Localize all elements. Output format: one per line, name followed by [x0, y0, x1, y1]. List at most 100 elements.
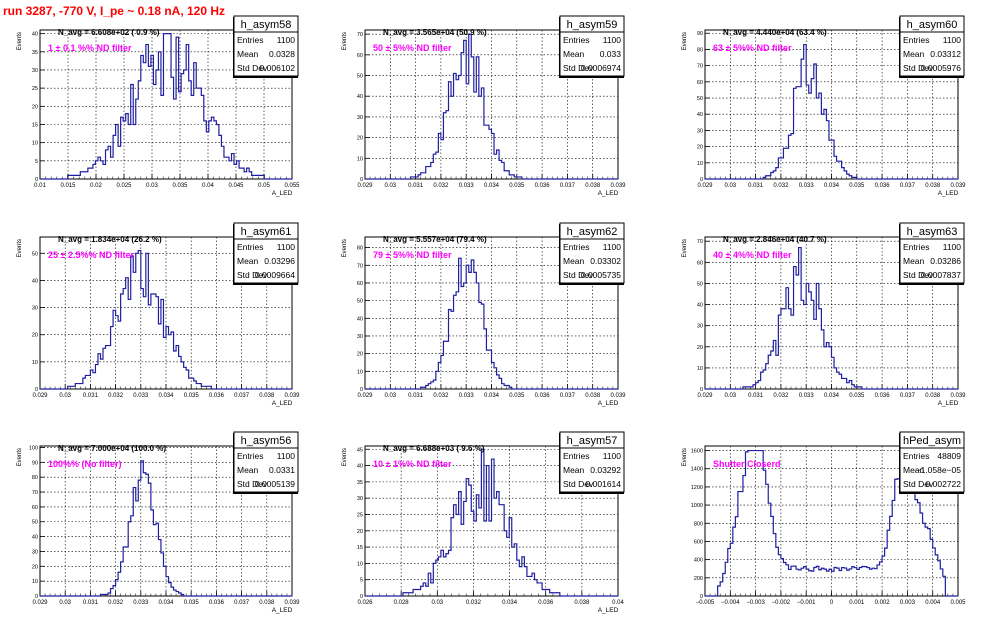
panel-h_asym61: 0.029 0.03 0.031 0.032 0.033 0.034 0.035 0.036 0… — [17, 222, 300, 407]
x-tick-label: 0.036 — [535, 393, 551, 399]
stat-key: Mean — [237, 49, 259, 59]
stat-value: 0.006102 — [260, 63, 296, 73]
stat-key: Entries — [237, 35, 263, 45]
histogram-name: h_asym61 — [241, 226, 292, 238]
x-tick-label: 0.031 — [408, 393, 424, 399]
x-axis-label: A_LED — [598, 607, 619, 614]
y-tick-label: 50 — [32, 251, 38, 257]
x-tick-label: 0.004 — [925, 600, 941, 606]
y-tick-label: 0 — [360, 594, 363, 600]
x-tick-label: 0.005 — [950, 600, 966, 606]
x-tick-label: 0.037 — [900, 183, 916, 189]
y-tick-label: 50 — [357, 299, 363, 305]
y-tick-label: 100 — [29, 445, 38, 451]
x-tick-label: 0.029 — [32, 600, 48, 606]
x-tick-label: 0.03 — [59, 600, 71, 606]
y-tick-label: 400 — [694, 558, 703, 564]
y-tick-label: 20 — [697, 345, 703, 351]
x-tick-label: 0.039 — [284, 393, 300, 399]
stat-value: 0.0328 — [269, 49, 295, 59]
histogram-series — [40, 460, 292, 597]
x-tick-label: 0.03 — [431, 600, 443, 606]
x-tick-label: 0.036 — [535, 183, 551, 189]
histogram-name: h_asym59 — [567, 19, 618, 31]
panel-h_asym62: 0.029 0.03 0.031 0.032 0.033 0.034 0.035 0.036 0… — [342, 222, 626, 407]
x-tick-label: 0.026 — [357, 600, 373, 606]
histogram-series — [365, 33, 618, 180]
x-tick-label: 0.02 — [90, 183, 102, 189]
y-tick-label: 30 — [32, 306, 38, 312]
x-tick-label: 0.032 — [773, 393, 789, 399]
x-tick-label: 0.036 — [875, 393, 891, 399]
y-tick-label: 10 — [357, 561, 363, 567]
y-tick-label: 10 — [32, 360, 38, 366]
stat-value: 0.03302 — [590, 256, 621, 266]
plot-frame — [39, 29, 293, 180]
y-tick-label: 30 — [697, 128, 703, 134]
y-tick-label: 40 — [697, 112, 703, 118]
y-axis-label: Events — [682, 448, 688, 466]
navg-label: N_avg = 4.440e+04 (63.4 %) — [723, 28, 827, 37]
y-tick-label: 30 — [357, 334, 363, 340]
x-tick-label: −0.001 — [797, 600, 816, 606]
stat-key: Std Dev — [563, 270, 594, 280]
x-tick-label: 0.034 — [824, 393, 840, 399]
y-tick-label: 5 — [360, 578, 363, 584]
x-tick-label: 0.037 — [560, 393, 576, 399]
y-axis-label: Events — [17, 239, 23, 257]
y-tick-label: 40 — [32, 535, 38, 541]
x-tick-label: 0.034 — [484, 393, 500, 399]
y-tick-label: 90 — [32, 460, 38, 466]
histogram-series — [365, 448, 618, 597]
x-tick-label: 0.03 — [724, 393, 736, 399]
stat-key: Mean — [903, 465, 925, 475]
y-tick-label: 0 — [35, 594, 38, 600]
stats-box: h_asym59 Entries 1100 Mean 0.033 Std Dev0.000… — [559, 15, 625, 78]
x-tick-label: 0.036 — [875, 183, 891, 189]
x-tick-label: 0.034 — [824, 183, 840, 189]
y-tick-label: 45 — [357, 447, 363, 453]
y-tick-label: 10 — [32, 141, 38, 147]
x-tick-label: −0.005 — [696, 600, 715, 606]
y-tick-label: 50 — [357, 74, 363, 80]
y-tick-label: 0 — [700, 177, 703, 183]
x-tick-label: 0.034 — [158, 393, 174, 399]
x-tick-label: 0.037 — [900, 393, 916, 399]
stat-value: 1100 — [277, 242, 296, 252]
x-tick-label: 0.032 — [433, 183, 449, 189]
y-tick-label: 1000 — [691, 503, 703, 509]
x-tick-label: 0.03 — [724, 183, 736, 189]
y-tick-label: 60 — [697, 80, 703, 86]
y-tick-label: 20 — [697, 145, 703, 151]
y-tick-label: 600 — [694, 539, 703, 545]
x-tick-label: 0.031 — [748, 393, 764, 399]
x-tick-label: 0.036 — [538, 600, 554, 606]
panel-h_asym56: 0.029 0.03 0.031 0.032 0.033 0.034 0.035 0.036 0… — [17, 431, 300, 614]
stat-value: 0.0006974 — [581, 63, 621, 73]
x-tick-label: 0.039 — [950, 393, 966, 399]
y-tick-label: 20 — [357, 529, 363, 535]
y-tick-label: 30 — [357, 115, 363, 121]
x-tick-label: 0.034 — [484, 183, 500, 189]
stat-key: Mean — [903, 256, 925, 266]
x-tick-label: 0.035 — [184, 600, 200, 606]
x-tick-label: 0.028 — [394, 600, 410, 606]
x-tick-label: 0.032 — [433, 393, 449, 399]
stat-key: Std Dev — [563, 479, 594, 489]
histogram-name: h_asym58 — [241, 19, 292, 31]
stat-key: Entries — [237, 242, 263, 252]
x-axis-label: A_LED — [598, 190, 619, 197]
histogram-name: h_asym63 — [907, 226, 958, 238]
y-tick-label: 1200 — [691, 485, 703, 491]
x-tick-label: 0.032 — [108, 600, 124, 606]
navg-label: N_avg = 5.557e+04 (79.4 %) — [383, 235, 487, 244]
y-tick-label: 35 — [357, 480, 363, 486]
stat-value: 0.0005139 — [255, 479, 295, 489]
stat-key: Std Dev — [237, 63, 268, 73]
x-tick-label: 0.035 — [849, 393, 865, 399]
stat-value: 0.03312 — [930, 49, 961, 59]
y-tick-label: 70 — [32, 490, 38, 496]
stat-key: Entries — [563, 35, 589, 45]
histogram-series — [40, 33, 292, 180]
